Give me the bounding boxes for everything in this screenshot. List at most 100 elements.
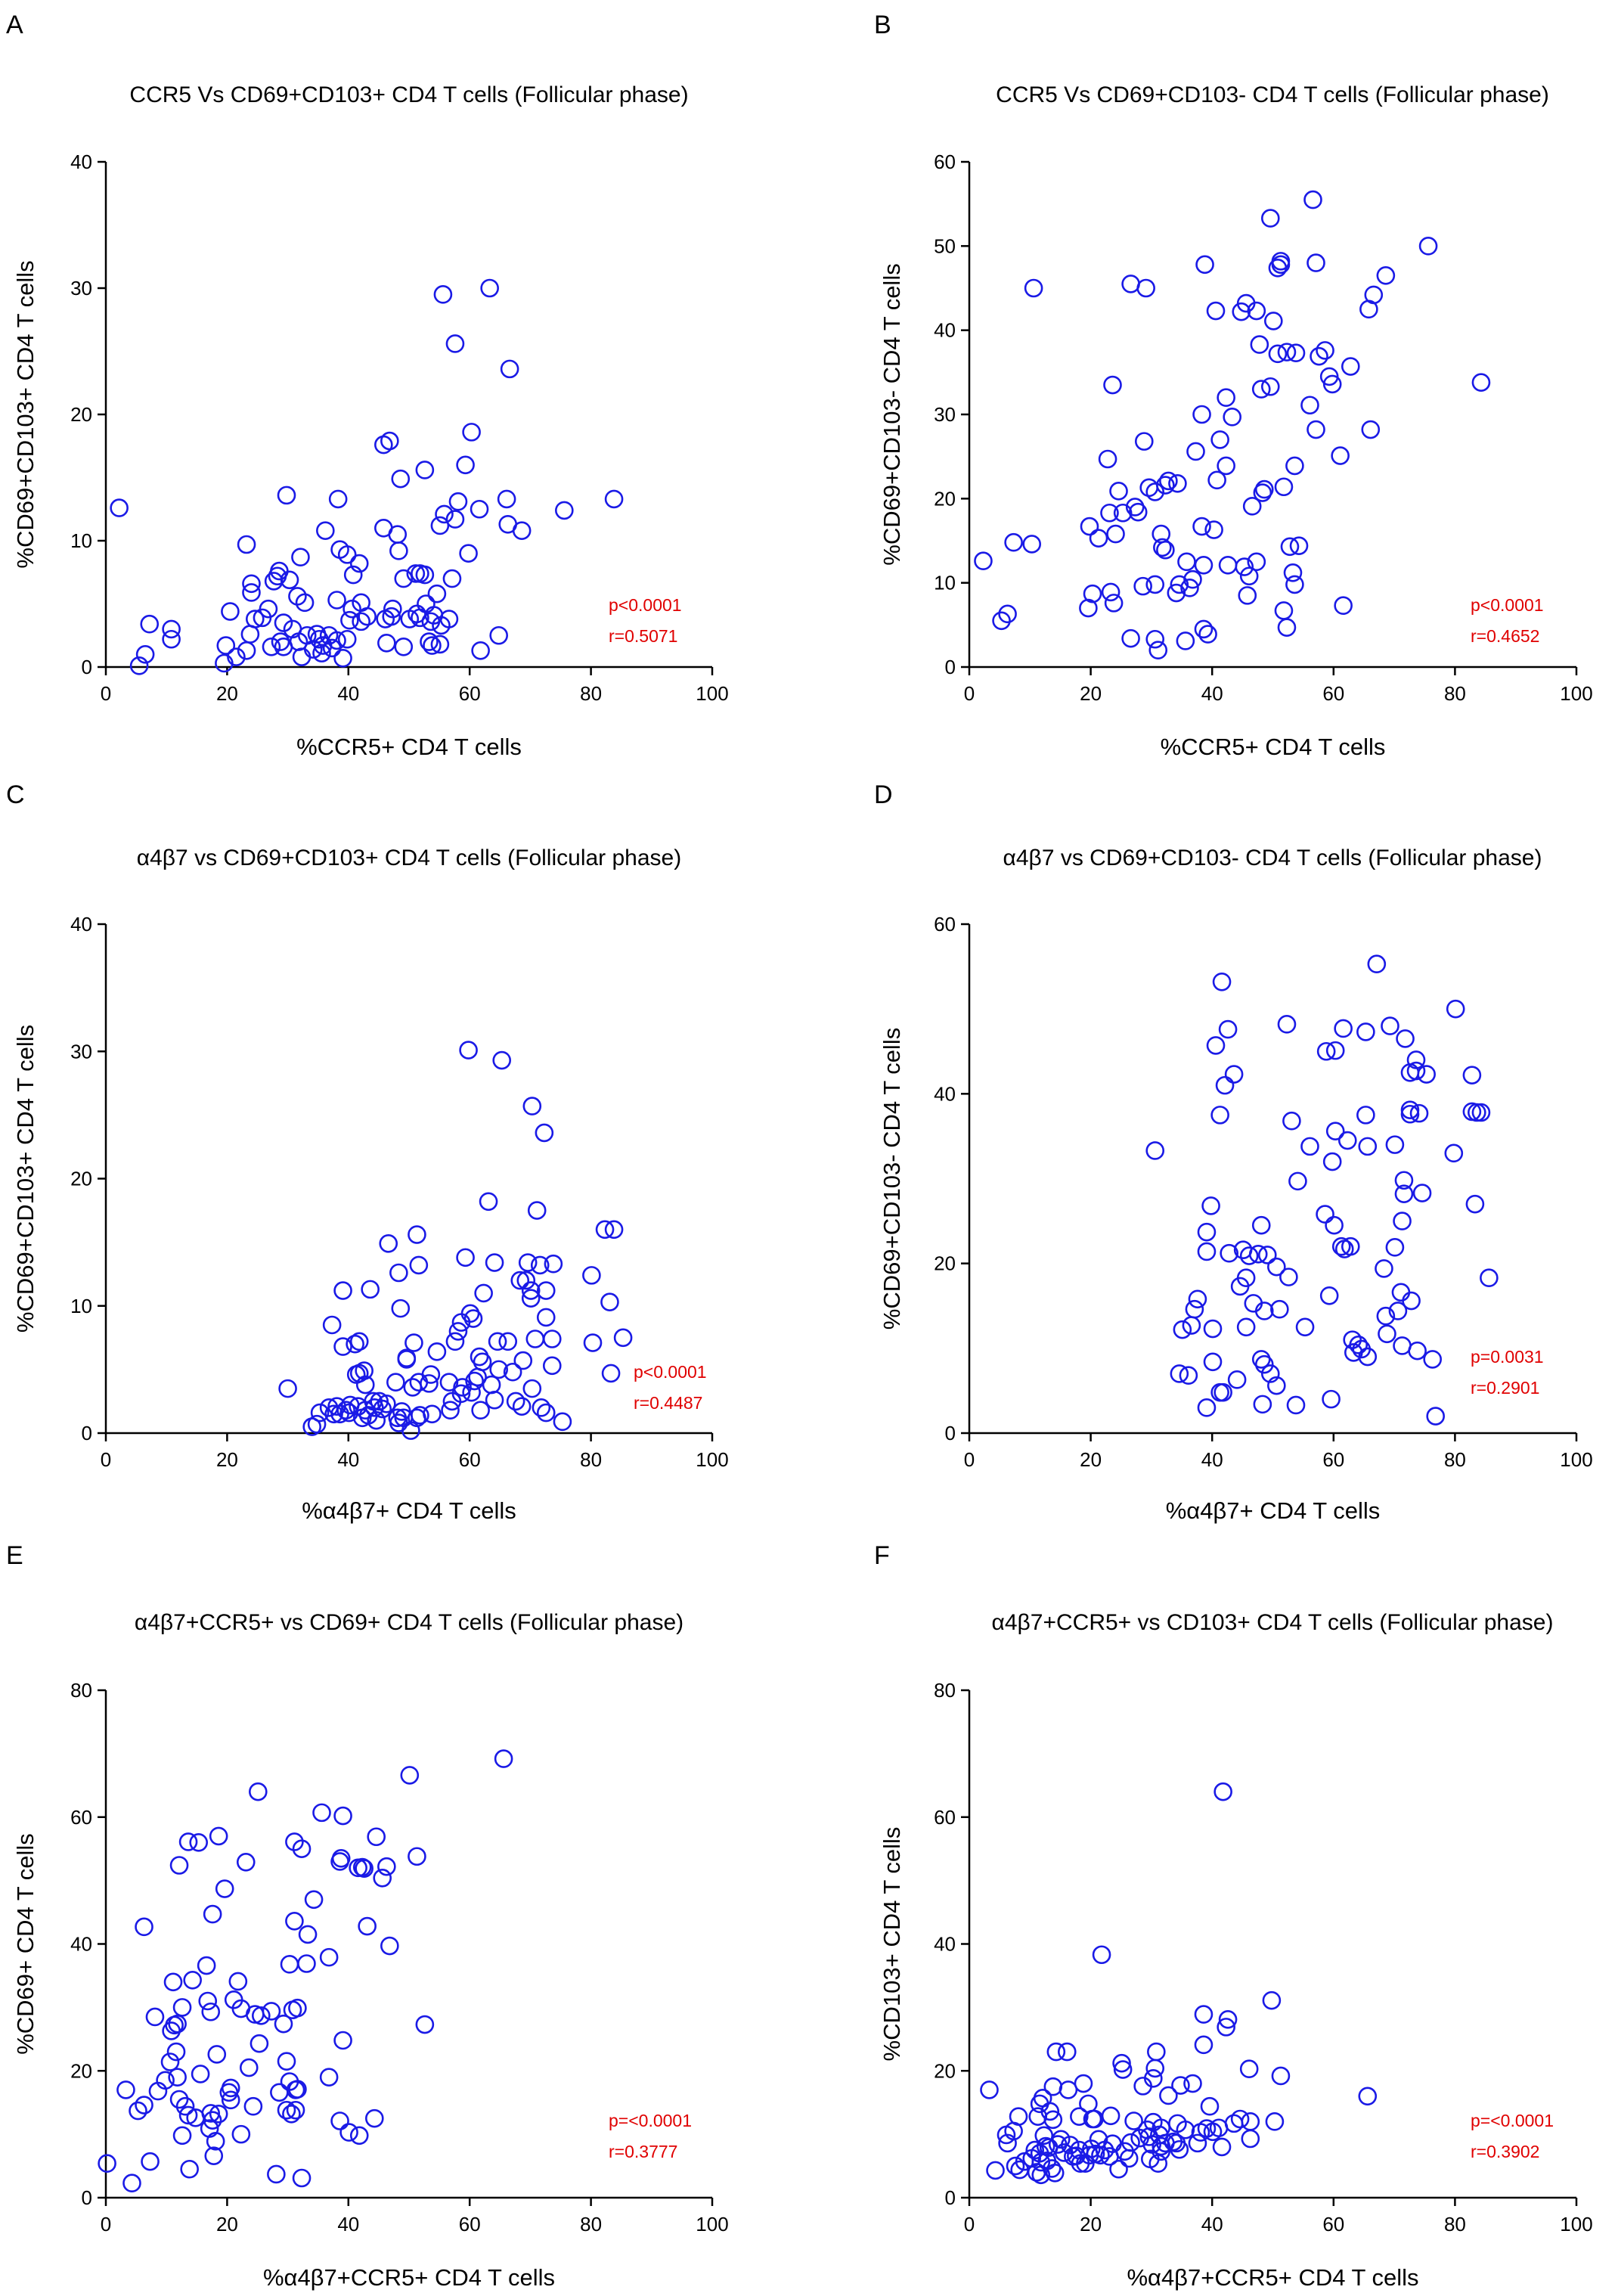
chart-a-data-point xyxy=(274,613,293,632)
chart-a-data-point xyxy=(140,614,160,634)
chart-c-title: α4β7 vs CD69+CD103+ CD4 T cells (Follicu… xyxy=(137,845,681,870)
chart-a-data-point xyxy=(110,498,129,517)
chart-c-x-label: %α4β7+ CD4 T cells xyxy=(302,1497,516,1524)
chart-f-data-point xyxy=(1113,2060,1133,2079)
chart-b-x-tick-label: 0 xyxy=(964,682,975,705)
chart-e-data-point xyxy=(116,2080,135,2099)
chart-a-data-point xyxy=(382,607,401,626)
chart-d-data-point xyxy=(1145,1141,1165,1160)
chart-c-data-point xyxy=(536,1308,556,1327)
chart-f-data-point xyxy=(1194,2005,1214,2024)
chart-f-data-point xyxy=(1040,2102,1060,2121)
chart-a-data-point xyxy=(388,525,408,544)
chart-b-stat-p: p<0.0001 xyxy=(1471,595,1544,615)
chart-d-data-point xyxy=(1286,1395,1306,1415)
chart-c-data-point xyxy=(459,1041,478,1060)
chart-b-data-point xyxy=(1194,619,1214,639)
chart-c-data-point xyxy=(355,1361,374,1380)
chart-d-data-point xyxy=(1341,1236,1360,1256)
chart-d-data-point xyxy=(1412,1184,1432,1202)
panel-letter-d: D xyxy=(874,780,893,809)
chart-e-data-point xyxy=(175,2096,195,2116)
chart-e-data-point xyxy=(280,1955,299,1974)
chart-b-x-tick-label: 100 xyxy=(1560,682,1592,705)
chart-e-data-point xyxy=(206,2132,225,2151)
chart-d-data-point xyxy=(1325,1122,1345,1140)
chart-d-stat-r: r=0.2901 xyxy=(1471,1378,1539,1398)
chart-e-data-point xyxy=(198,1991,218,2011)
chart-e-data-point xyxy=(172,1998,192,2017)
chart-b-data-point xyxy=(1167,583,1186,603)
chart-c-y-tick-label: 20 xyxy=(70,1168,92,1190)
chart-f-data-point xyxy=(1079,2094,1098,2114)
chart-b-data-point xyxy=(1207,470,1226,490)
chart-d-data-point xyxy=(1444,1143,1464,1163)
chart-c-data-point xyxy=(379,1234,398,1253)
chart-b-stat-r: r=0.4652 xyxy=(1471,626,1539,646)
chart-c-data-point xyxy=(513,1351,533,1370)
chart-e-data-point xyxy=(135,2096,153,2114)
chart-f-data-point xyxy=(1241,2112,1260,2131)
chart-d-data-point xyxy=(1288,1171,1307,1191)
chart-c-data-point xyxy=(427,1342,447,1361)
chart-c-data-point xyxy=(522,1379,542,1398)
chart-f-data-point xyxy=(1176,2120,1195,2139)
chart-d-data-point xyxy=(1465,1194,1485,1214)
chart-f-data-point xyxy=(1183,2074,1202,2093)
chart-b-data-point xyxy=(1268,344,1288,364)
chart-e-y-tick-label: 60 xyxy=(70,1806,92,1829)
chart-a-data-point xyxy=(162,629,181,649)
chart-e-data-point xyxy=(201,2104,221,2123)
chart-c-data-point xyxy=(322,1315,342,1335)
chart-d-data-point xyxy=(1393,1336,1412,1355)
chart-f-data-point xyxy=(1188,2133,1207,2153)
chart-b-data-point xyxy=(1106,524,1125,544)
chart-c-x-tick-label: 60 xyxy=(459,1448,481,1471)
chart-b-data-point xyxy=(1024,278,1043,298)
chart-f-data-point xyxy=(1209,2118,1229,2138)
chart-a-data-point xyxy=(462,423,481,442)
chart-c-data-point xyxy=(601,1364,621,1383)
chart-b-data-point xyxy=(1251,380,1271,399)
chart-a-data-point xyxy=(242,574,261,594)
chart-e-data-point xyxy=(169,1856,189,1875)
chart-e-data-point xyxy=(250,2034,269,2053)
chart-d-data-point xyxy=(1396,1029,1415,1048)
chart-e-data-point xyxy=(207,2045,227,2064)
chart-a-data-point xyxy=(489,625,508,645)
chart-d-y-tick-label: 40 xyxy=(934,1082,956,1105)
chart-b-data-point xyxy=(1364,285,1384,305)
chart-e-x-tick-label: 40 xyxy=(337,2213,359,2235)
chart-b-data-point xyxy=(1136,278,1155,298)
chart-e-data-point xyxy=(197,1956,216,1975)
chart-c-data-point xyxy=(544,1254,563,1274)
chart-e-data-point xyxy=(168,2014,187,2034)
chart-b-data-point xyxy=(1285,575,1304,594)
chart-a-data-point xyxy=(358,607,377,626)
chart-b-data-point xyxy=(1285,456,1304,476)
chart-c-data-point xyxy=(479,1192,498,1212)
chart-b-data-point xyxy=(1101,582,1121,602)
chart-d-data-point xyxy=(1253,1395,1272,1414)
chart-c-data-point xyxy=(521,1281,541,1300)
chart-c-data-point xyxy=(439,1373,459,1392)
chart-b-title: CCR5 Vs CD69+CD103- CD4 T cells (Follicu… xyxy=(996,82,1549,107)
chart-a-data-point xyxy=(420,632,439,651)
chart-d-data-point xyxy=(1446,999,1465,1019)
chart-b-data-point xyxy=(1254,479,1274,499)
chart-a: CCR5 Vs CD69+CD103+ CD4 T cells (Follicu… xyxy=(12,82,729,760)
chart-a-data-point xyxy=(394,569,414,588)
chart-b-data-point xyxy=(1310,346,1328,366)
chart-e-y-tick-label: 40 xyxy=(70,1933,92,1956)
chart-e-data-point xyxy=(169,2090,189,2109)
chart-e-y-label: %CD69+ CD4 T cells xyxy=(12,1833,39,2055)
chart-e-x-tick-label: 60 xyxy=(459,2213,481,2235)
chart-e-data-point xyxy=(145,2007,165,2027)
chart-e-data-point xyxy=(191,2065,210,2083)
chart-e-data-point xyxy=(358,1916,377,1936)
chart-a-data-point xyxy=(377,633,396,653)
chart-f-data-point xyxy=(980,2080,999,2099)
chart-c-x-tick-label: 80 xyxy=(580,1448,602,1471)
chart-b-data-point xyxy=(1192,517,1211,536)
